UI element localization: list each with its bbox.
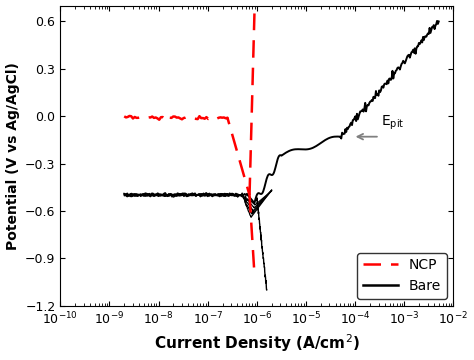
Y-axis label: Potential (V vs Ag/AgCl): Potential (V vs Ag/AgCl) <box>6 62 19 249</box>
X-axis label: Current Density (A/cm$^2$): Current Density (A/cm$^2$) <box>154 333 360 355</box>
Legend: NCP, Bare: NCP, Bare <box>357 253 447 299</box>
Text: E$_{\mathregular{pit}}$: E$_{\mathregular{pit}}$ <box>381 114 404 132</box>
